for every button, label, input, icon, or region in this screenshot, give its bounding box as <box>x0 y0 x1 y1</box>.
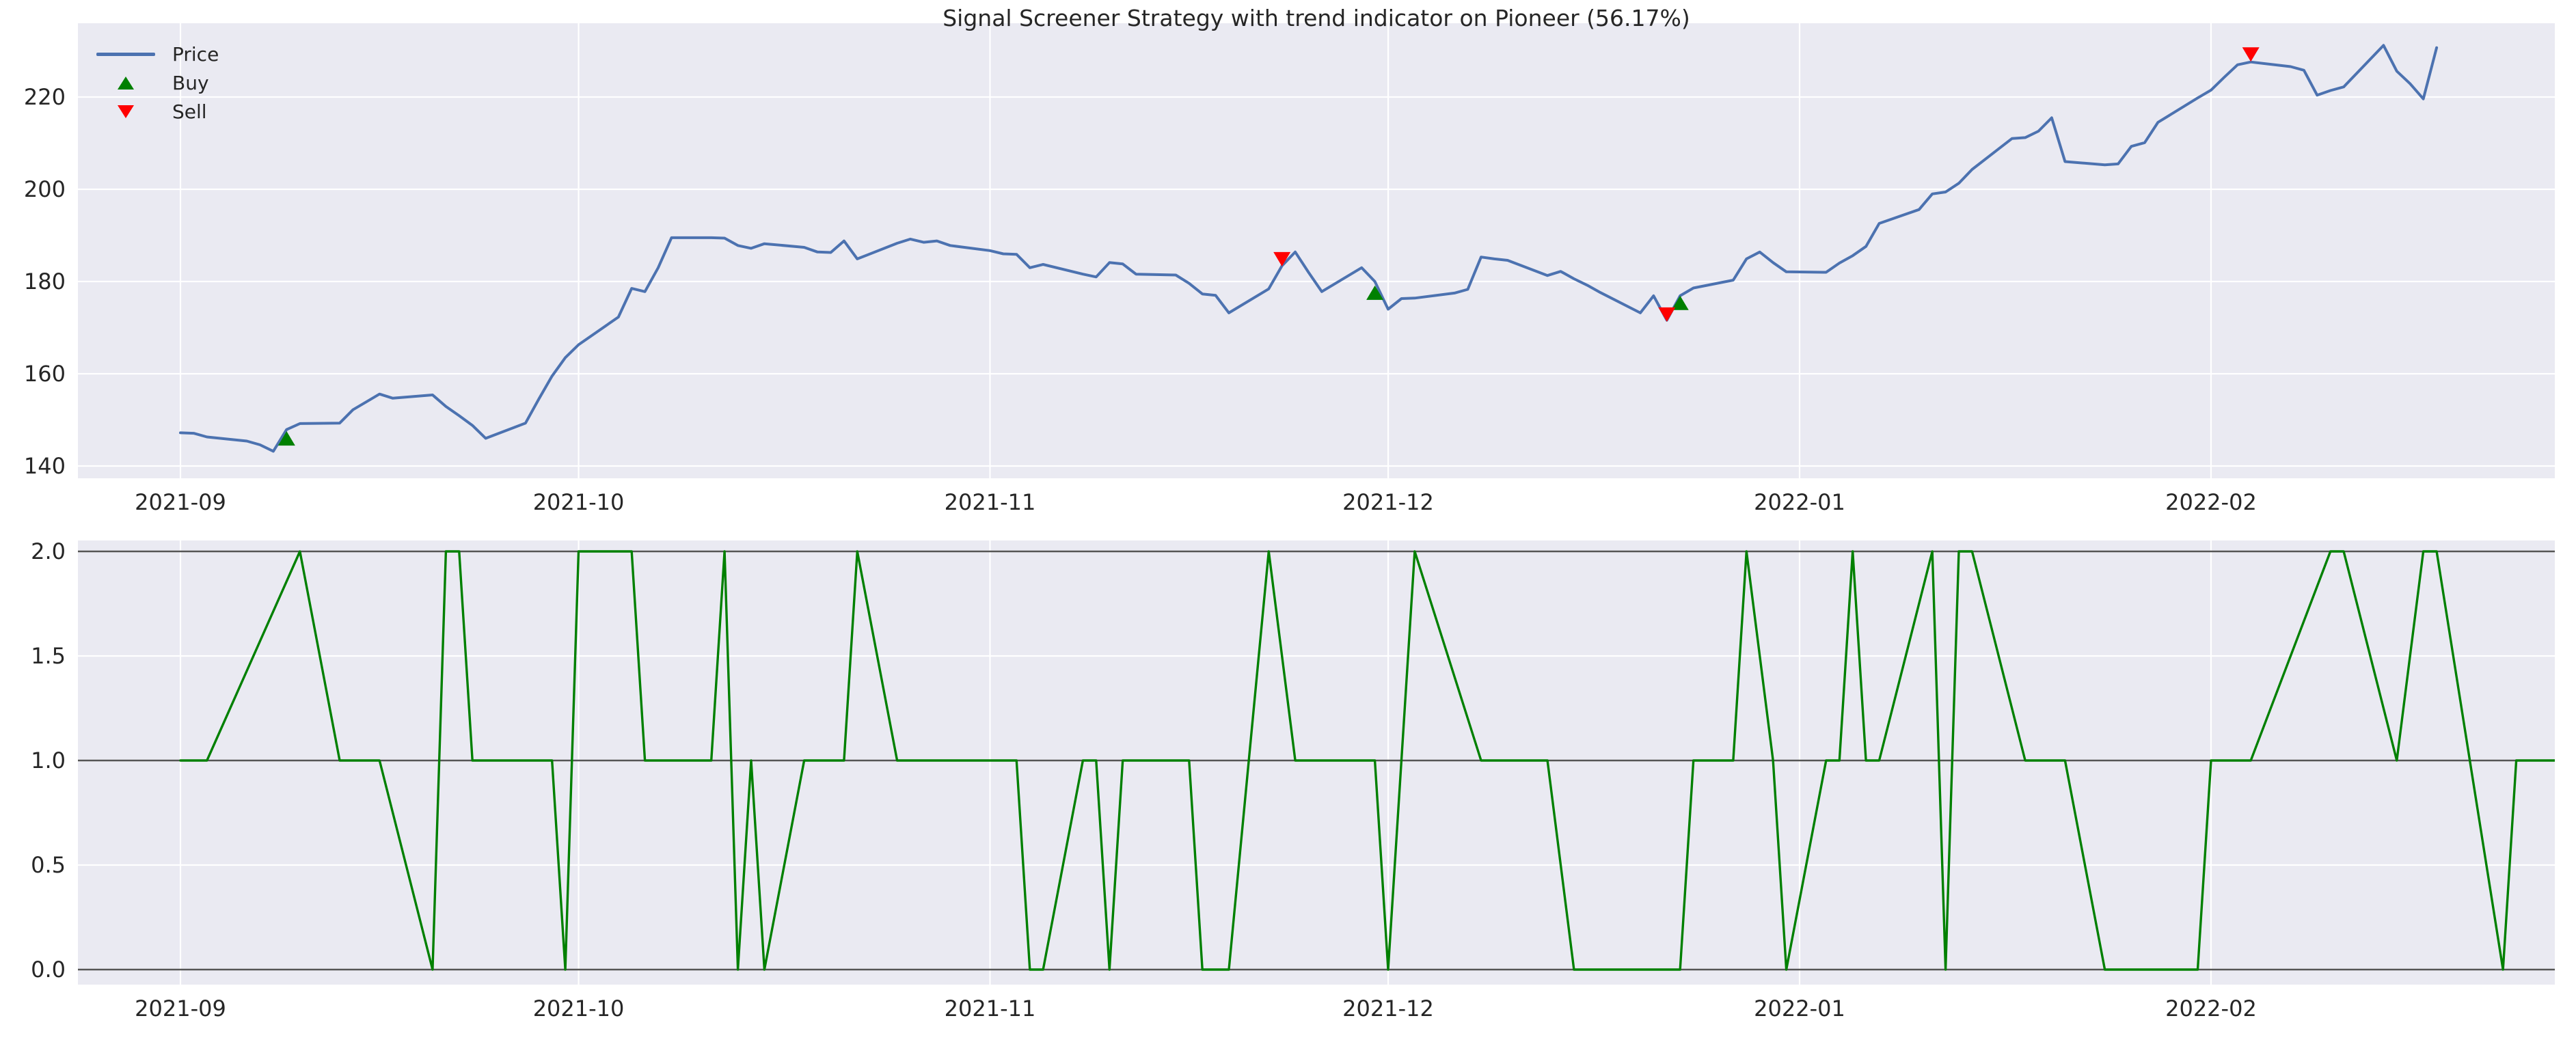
subplot-price: 2021-09 2021-10 2021-11 2021-12 2022-01 2022-… <box>24 23 2555 515</box>
legend-item-sell: Sell <box>94 97 219 126</box>
sell-marker <box>2242 47 2260 62</box>
x-tick-label: 2021-09 <box>135 489 226 515</box>
legend-label: Sell <box>172 100 207 123</box>
y-tick-label: 0.0 <box>31 957 66 983</box>
axes-background <box>78 23 2555 478</box>
buy-triangle-icon <box>94 76 157 90</box>
y-tick-label: 220 <box>24 84 66 110</box>
price-line-icon <box>94 52 157 56</box>
y-tick-label: 160 <box>24 361 66 387</box>
x-tick-label: 2021-12 <box>1342 996 1434 1022</box>
price-line <box>179 44 2439 453</box>
x-tick-label: 2022-02 <box>2165 489 2257 515</box>
sell-triangle-icon <box>94 105 157 118</box>
legend-label: Buy <box>172 71 209 94</box>
y-tick-label: 200 <box>24 176 66 202</box>
y-tick-label: 180 <box>24 269 66 294</box>
x-tick-label: 2022-02 <box>2165 996 2257 1022</box>
y-tick-label: 140 <box>24 453 66 479</box>
axes-background <box>78 540 2555 985</box>
x-tick-label: 2021-12 <box>1342 489 1434 515</box>
y-tick-label: 0.5 <box>31 852 66 878</box>
chart-title: Signal Screener Strategy with trend indi… <box>943 5 1690 31</box>
legend: Price Buy Sell <box>94 40 219 126</box>
buy-marker <box>1366 285 1384 300</box>
x-tick-label: 2022-01 <box>1754 996 1845 1022</box>
sell-marker <box>1273 251 1291 266</box>
x-tick-label: 2021-10 <box>533 489 625 515</box>
legend-item-price: Price <box>94 40 219 68</box>
trend-line <box>179 550 2555 971</box>
x-tick-label: 2021-10 <box>533 996 625 1022</box>
legend-item-buy: Buy <box>94 68 219 97</box>
legend-label: Price <box>172 42 219 66</box>
buy-marker <box>277 431 295 446</box>
x-tick-label: 2021-11 <box>945 996 1036 1022</box>
x-tick-label: 2022-01 <box>1754 489 1845 515</box>
buy-marker <box>1671 295 1689 310</box>
sell-marker <box>1658 307 1676 322</box>
y-tick-label: 1.0 <box>31 748 66 773</box>
y-tick-label: 1.5 <box>31 643 66 669</box>
x-tick-label: 2021-11 <box>945 489 1036 515</box>
y-tick-label: 2.0 <box>31 538 66 564</box>
subplot-trend: 2021-09 2021-10 2021-11 2021-12 2022-01 2022-… <box>31 538 2555 1022</box>
x-tick-label: 2021-09 <box>135 996 226 1022</box>
